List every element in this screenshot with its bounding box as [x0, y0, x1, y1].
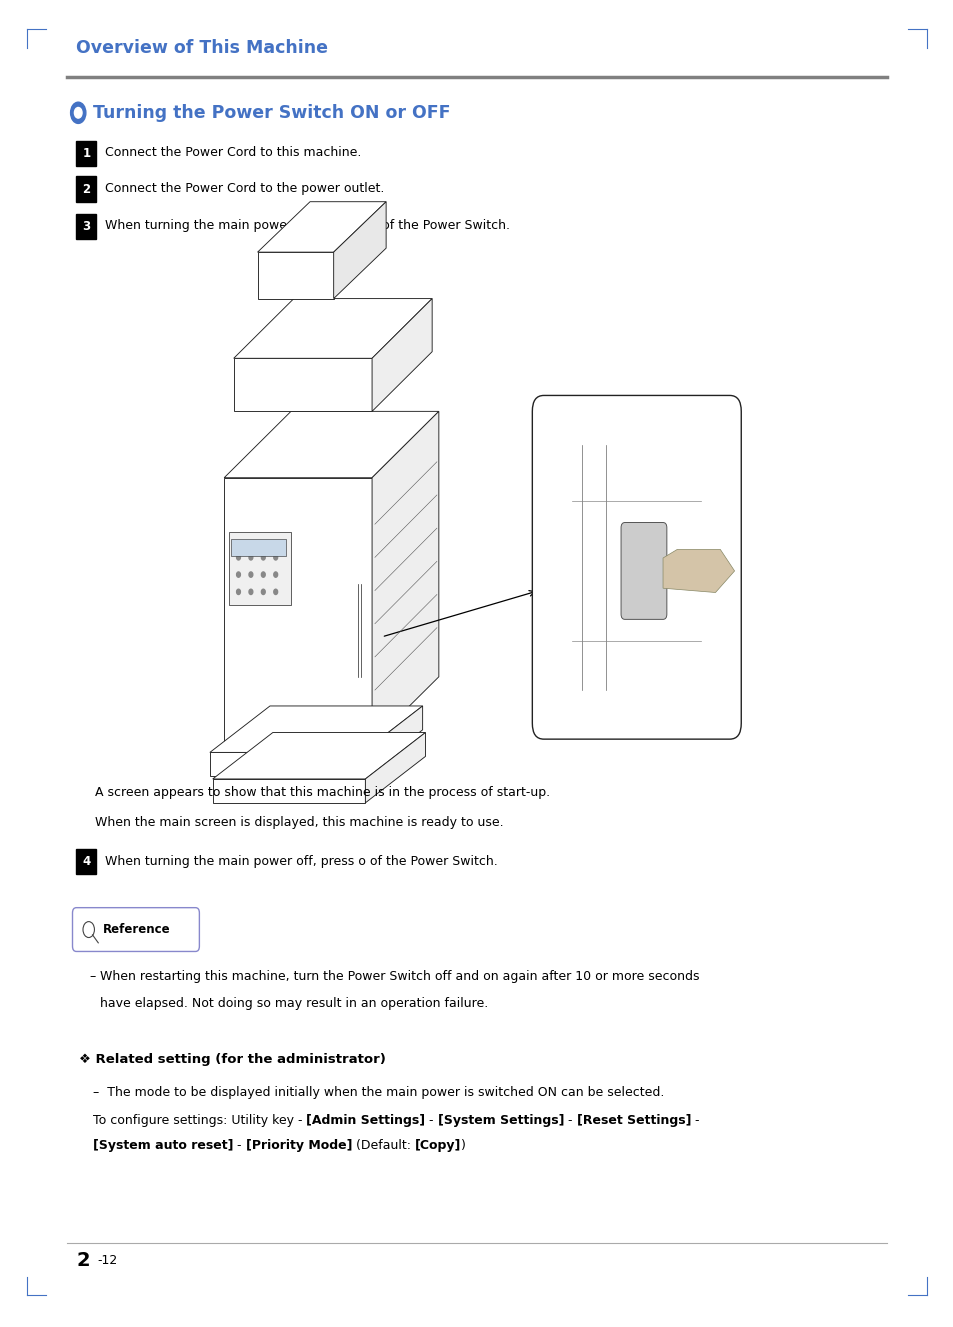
Circle shape [274, 572, 277, 577]
Polygon shape [213, 779, 365, 803]
Polygon shape [213, 733, 425, 779]
Polygon shape [233, 358, 372, 411]
Text: ❖ Related setting (for the administrator): ❖ Related setting (for the administrator… [79, 1052, 386, 1066]
Polygon shape [365, 733, 425, 803]
Text: Connect the Power Cord to this machine.: Connect the Power Cord to this machine. [105, 146, 361, 159]
Circle shape [249, 572, 253, 577]
Text: [Reset Settings]: [Reset Settings] [576, 1113, 690, 1127]
Text: Reference: Reference [103, 924, 171, 936]
Text: When turning the main power off, press o of the Power Switch.: When turning the main power off, press o… [105, 855, 497, 868]
Circle shape [274, 589, 277, 594]
Text: -: - [425, 1113, 437, 1127]
Text: 1: 1 [82, 147, 91, 159]
Circle shape [236, 589, 240, 594]
Text: 4: 4 [82, 856, 91, 868]
Polygon shape [257, 202, 386, 252]
Text: -: - [690, 1113, 699, 1127]
Text: A screen appears to show that this machine is in the process of start-up.: A screen appears to show that this machi… [95, 786, 550, 799]
Text: To configure settings: Utility key -: To configure settings: Utility key - [92, 1113, 306, 1127]
FancyBboxPatch shape [76, 849, 96, 874]
Text: ): ) [461, 1139, 466, 1152]
Polygon shape [224, 411, 438, 478]
Text: [System Settings]: [System Settings] [437, 1113, 563, 1127]
Polygon shape [229, 532, 291, 605]
FancyBboxPatch shape [72, 908, 199, 951]
Polygon shape [233, 299, 432, 358]
Polygon shape [334, 202, 386, 299]
Text: –: – [90, 970, 96, 983]
FancyBboxPatch shape [76, 141, 96, 166]
Polygon shape [224, 478, 372, 743]
Text: Connect the Power Cord to the power outlet.: Connect the Power Cord to the power outl… [105, 182, 384, 195]
FancyBboxPatch shape [620, 523, 666, 620]
Text: -: - [233, 1139, 245, 1152]
Polygon shape [210, 752, 362, 776]
Polygon shape [257, 252, 334, 299]
Polygon shape [210, 706, 422, 752]
FancyBboxPatch shape [76, 176, 96, 202]
Text: -12: -12 [97, 1254, 117, 1267]
Polygon shape [231, 539, 286, 556]
Polygon shape [372, 411, 438, 743]
Text: When restarting this machine, turn the Power Switch off and on again after 10 or: When restarting this machine, turn the P… [100, 970, 699, 983]
Circle shape [236, 555, 240, 560]
Text: (Default:: (Default: [352, 1139, 415, 1152]
FancyBboxPatch shape [532, 395, 740, 739]
Text: [Priority Mode]: [Priority Mode] [245, 1139, 352, 1152]
Text: [System auto reset]: [System auto reset] [92, 1139, 233, 1152]
Polygon shape [372, 299, 432, 411]
Text: have elapsed. Not doing so may result in an operation failure.: have elapsed. Not doing so may result in… [100, 997, 488, 1010]
Text: When the main screen is displayed, this machine is ready to use.: When the main screen is displayed, this … [95, 816, 503, 829]
Text: 3: 3 [82, 220, 91, 232]
Polygon shape [362, 706, 422, 776]
FancyBboxPatch shape [76, 214, 96, 239]
Text: 2: 2 [82, 183, 91, 195]
Text: [Admin Settings]: [Admin Settings] [306, 1113, 425, 1127]
Text: 2: 2 [76, 1251, 90, 1270]
Circle shape [261, 589, 265, 594]
Text: [Copy]: [Copy] [415, 1139, 461, 1152]
Circle shape [261, 555, 265, 560]
Circle shape [261, 572, 265, 577]
Circle shape [249, 589, 253, 594]
Text: When turning the main power on, press “ | ”of the Power Switch.: When turning the main power on, press “ … [105, 219, 510, 232]
Text: Overview of This Machine: Overview of This Machine [76, 38, 328, 57]
Text: Turning the Power Switch ON or OFF: Turning the Power Switch ON or OFF [93, 104, 451, 122]
Circle shape [274, 555, 277, 560]
Circle shape [71, 102, 86, 123]
Circle shape [74, 107, 82, 118]
Text: -: - [563, 1113, 576, 1127]
Polygon shape [662, 549, 734, 592]
Circle shape [249, 555, 253, 560]
Text: –  The mode to be displayed initially when the main power is switched ON can be : – The mode to be displayed initially whe… [92, 1085, 663, 1099]
Circle shape [236, 572, 240, 577]
